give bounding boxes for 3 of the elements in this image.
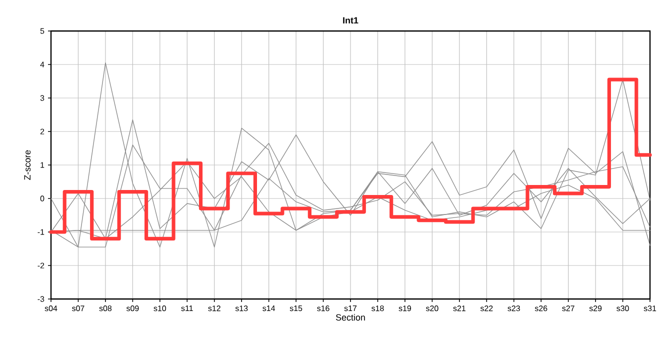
y-axis-title: Z-score <box>24 150 31 180</box>
chart-title: Int1 <box>343 17 358 24</box>
x-axis-title: Section <box>336 314 365 321</box>
